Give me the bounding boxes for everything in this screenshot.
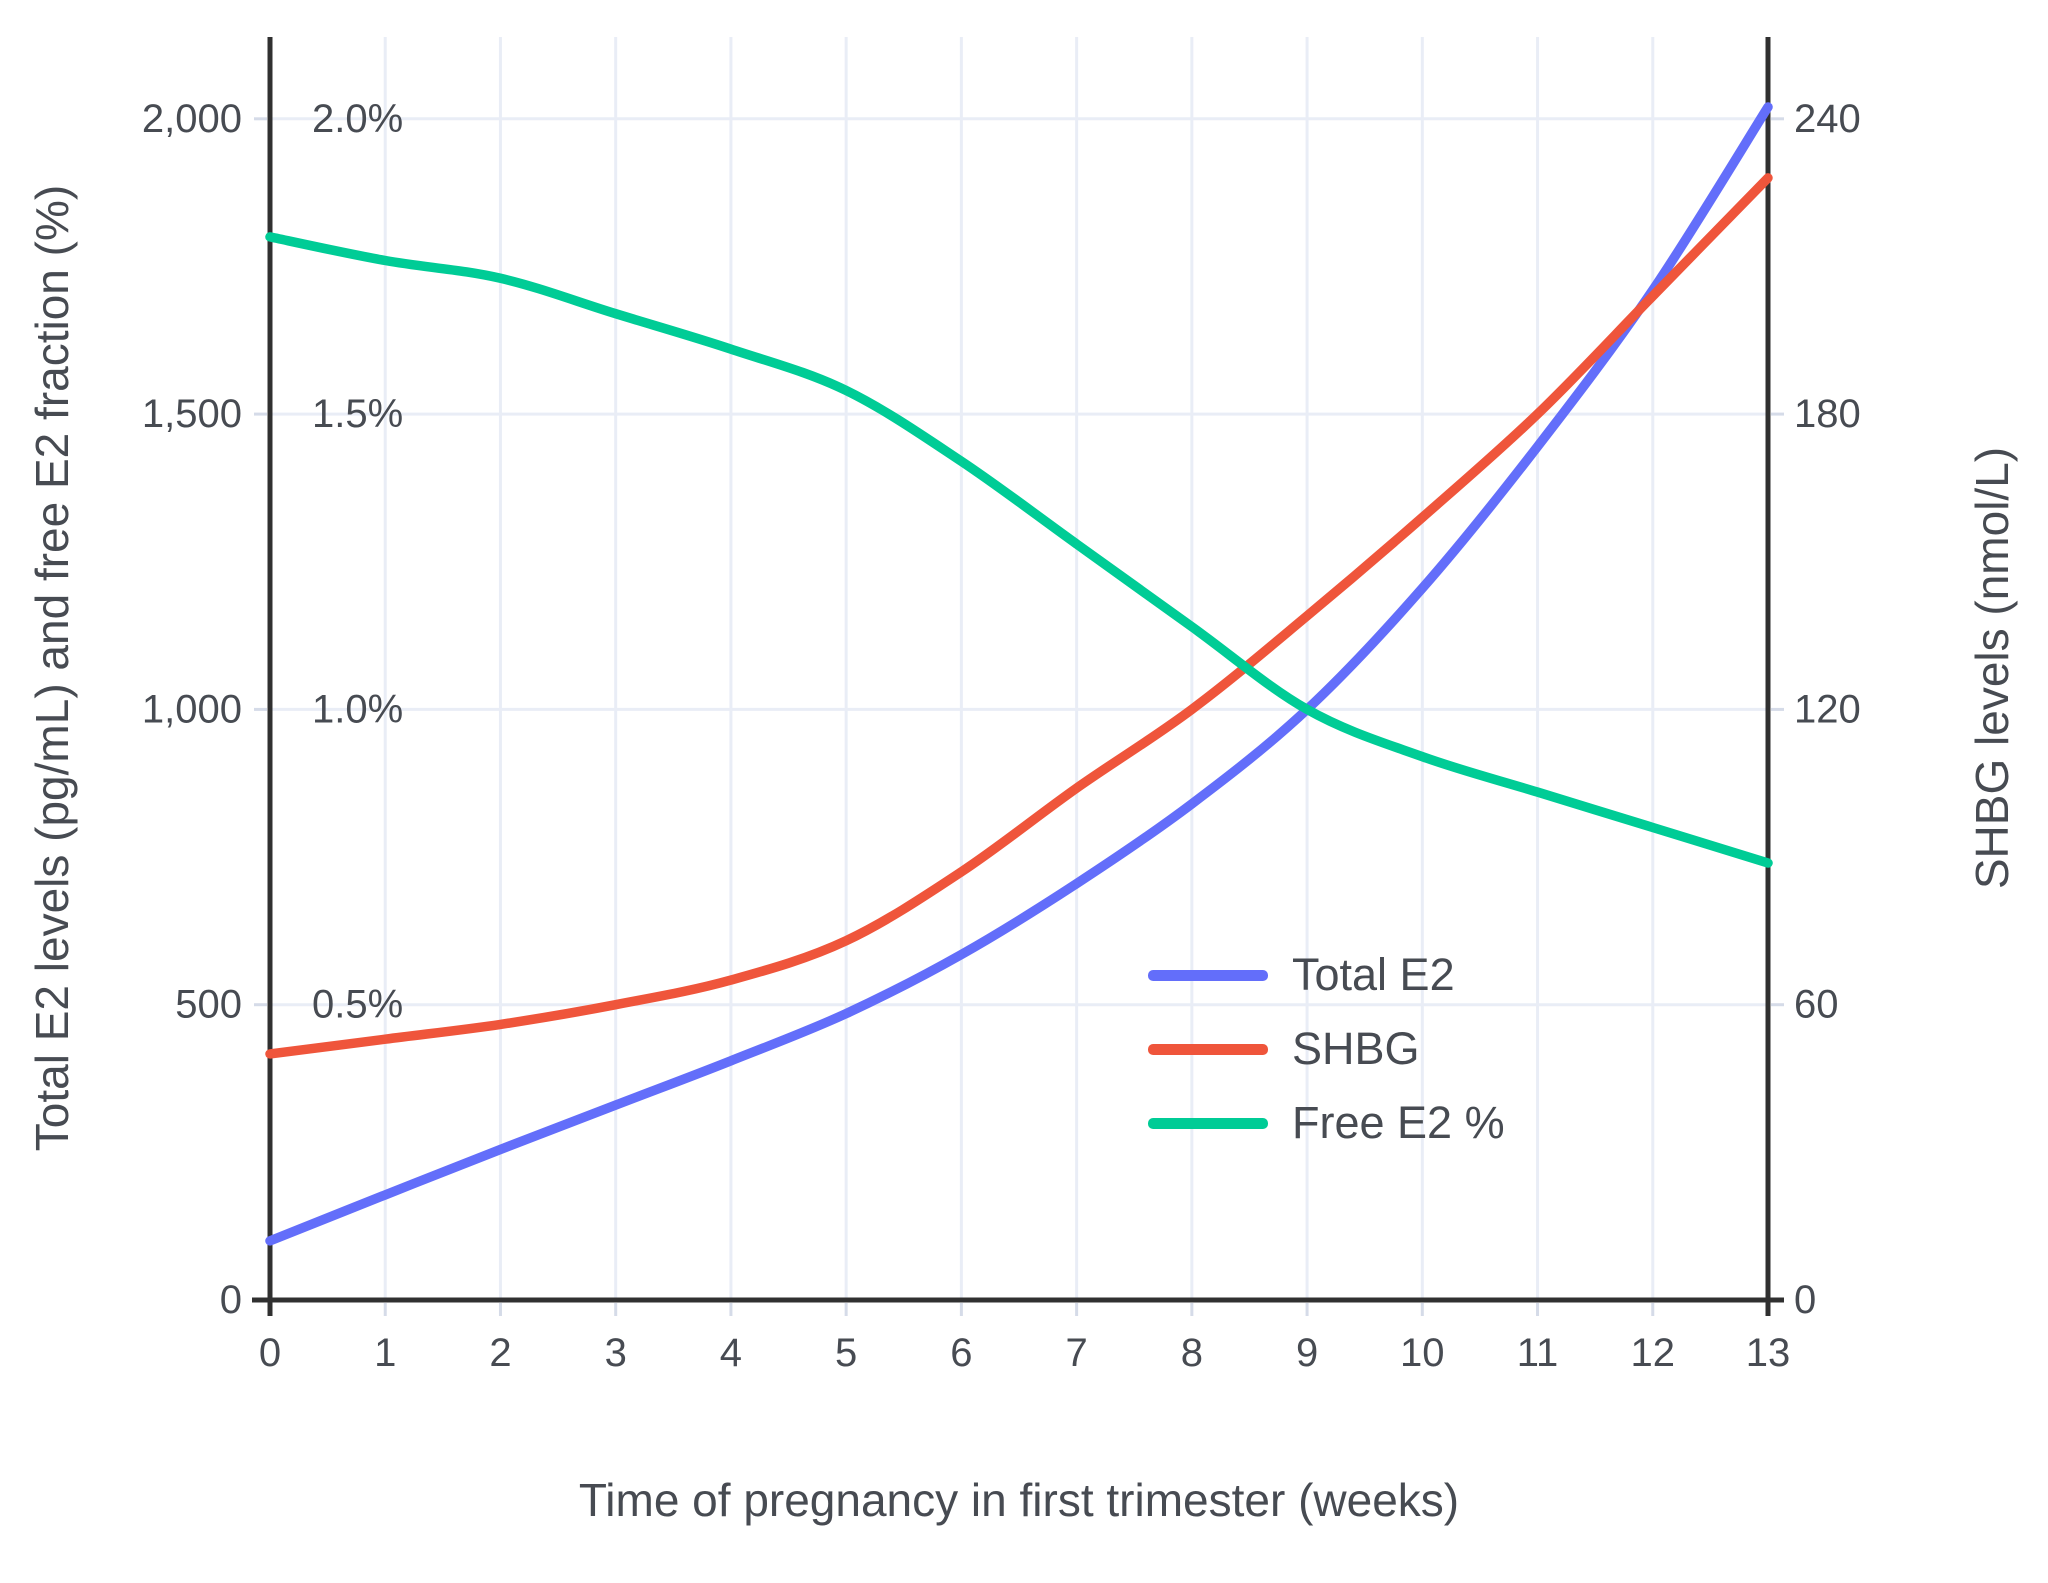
percent-annotation: 1.5% [312, 392, 403, 436]
x-tick-label: 8 [1181, 1331, 1203, 1375]
x-tick-label: 3 [605, 1331, 627, 1375]
x-tick-label: 4 [720, 1331, 742, 1375]
legend-label-free-e2: Free E2 % [1292, 1097, 1505, 1148]
legend-item-total-e2[interactable]: Total E2 [1148, 938, 1505, 1012]
series-line-total-e2 [265, 102, 1773, 1246]
y-left-tick-label: 0 [220, 1278, 242, 1322]
y-right-tick-label: 240 [1794, 97, 1861, 141]
legend-label-shbg: SHBG [1292, 1023, 1420, 1074]
legend: Total E2 SHBG Free E2 % [1148, 938, 1505, 1160]
y-axis-title-right: SHBG levels (nmol/L) [1966, 447, 2018, 889]
legend-swatch-free-e2 [1148, 1117, 1268, 1129]
y-left-tick-label: 500 [175, 983, 242, 1027]
y-left-tick-label: 1,000 [142, 687, 242, 731]
x-axis-title: Time of pregnancy in first trimester (we… [579, 1474, 1459, 1526]
percent-annotation: 2.0% [312, 97, 403, 141]
series-line-shbg [265, 173, 1773, 1059]
legend-swatch-shbg [1148, 1043, 1268, 1055]
x-tick-label: 5 [835, 1331, 857, 1375]
legend-item-shbg[interactable]: SHBG [1148, 1012, 1505, 1086]
legend-label-total-e2: Total E2 [1292, 949, 1455, 1000]
x-tick-label: 0 [259, 1331, 281, 1375]
x-tick-label: 1 [374, 1331, 396, 1375]
x-tick-label: 11 [1517, 1331, 1559, 1375]
x-tick-label: 7 [1065, 1331, 1087, 1375]
percent-annotation: 0.5% [312, 983, 403, 1027]
y-right-tick-label: 120 [1794, 687, 1861, 731]
x-tick-label: 9 [1296, 1331, 1318, 1375]
y-left-tick-label: 1,500 [142, 392, 242, 436]
series-line-free-e2 [265, 232, 1773, 868]
y-axis-title-left: Total E2 levels (pg/mL) and free E2 frac… [26, 185, 78, 1151]
y-right-tick-label: 0 [1794, 1278, 1816, 1322]
x-tick-label: 6 [950, 1331, 972, 1375]
legend-item-free-e2[interactable]: Free E2 % [1148, 1086, 1505, 1160]
percent-annotation: 1.0% [312, 687, 403, 731]
y-left-tick-label: 2,000 [142, 97, 242, 141]
x-tick-label: 2 [489, 1331, 511, 1375]
y-right-tick-label: 60 [1794, 983, 1839, 1027]
x-tick-label: 12 [1631, 1331, 1676, 1375]
x-tick-label: 13 [1746, 1331, 1791, 1375]
x-tick-label: 10 [1400, 1331, 1445, 1375]
y-right-tick-label: 180 [1794, 392, 1861, 436]
legend-swatch-total-e2 [1148, 969, 1268, 981]
